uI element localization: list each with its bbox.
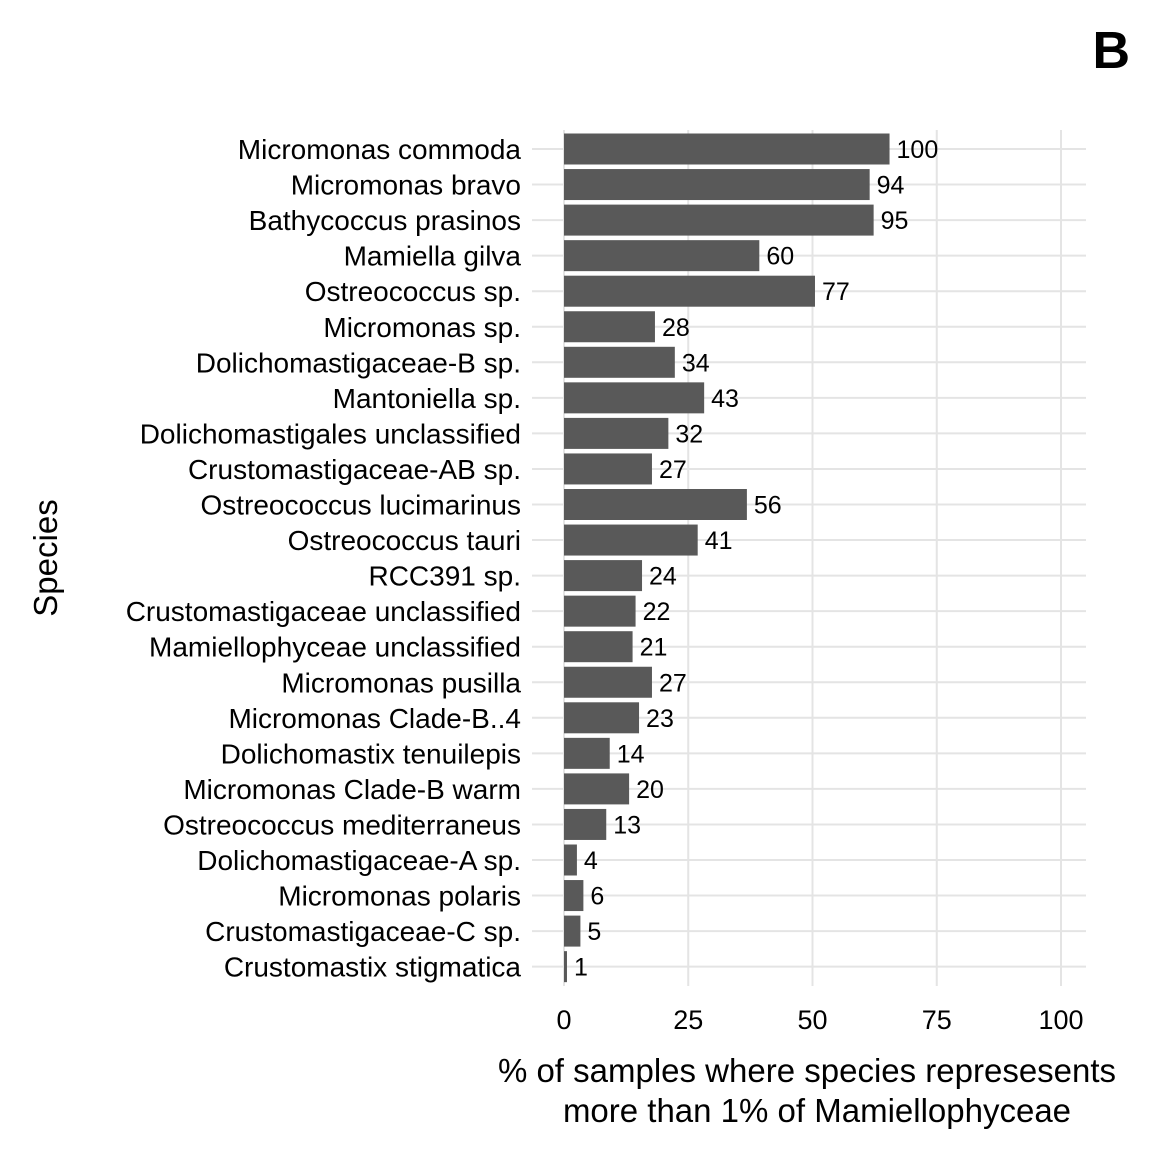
bar [564,631,633,663]
data-label: 56 [754,492,782,520]
bar [564,524,698,556]
bar [564,880,584,912]
y-axis-title: Species [27,499,64,616]
category-label: Ostreococcus lucimarinus [200,490,521,521]
data-label: 27 [659,456,687,484]
data-label: 43 [711,385,739,413]
data-label: 4 [584,847,598,875]
bar [564,417,669,449]
category-label: Crustomastigaceae-C sp. [205,916,521,947]
bar [564,453,652,485]
data-label: 28 [662,314,690,342]
category-labels: Micromonas commoda Micromonas bravo Bathyc… [126,134,522,983]
bar [564,560,643,592]
category-label: Mantoniella sp. [333,383,521,414]
x-tick-label: 100 [1038,1005,1083,1035]
bar [564,737,610,769]
data-label: 13 [613,811,641,839]
bar [564,311,655,343]
data-label: 23 [646,705,674,733]
category-label: Micromonas Clade-B..4 [228,703,521,734]
bar [564,844,577,876]
category-label: Micromonas bravo [291,170,521,201]
category-label: Micromonas pusilla [281,667,521,698]
category-label: Micromonas commoda [238,134,522,165]
bar [564,275,815,307]
x-tick-label: 75 [922,1005,952,1035]
x-tick-label: 0 [556,1005,571,1035]
category-label: Ostreococcus tauri [288,525,521,556]
bar [564,133,890,165]
bar [564,204,874,236]
bar [564,808,607,840]
bar [564,773,630,805]
data-label: 5 [587,918,601,946]
category-label: Dolichomastix tenuilepis [221,738,521,769]
x-tick-labels: 0 25 50 75 100 [556,1005,1083,1035]
category-label: Mamiellophyceae unclassified [149,632,521,663]
x-axis-title-line-2: more than 1% of Mamiellophyceae [563,1092,1071,1129]
bar [564,595,636,627]
data-label: 100 [897,136,939,164]
data-label: 94 [877,172,905,200]
category-label: Dolichomastigaceae-A sp. [197,845,521,876]
data-label: 1 [574,954,588,982]
data-label: 24 [649,563,677,591]
x-tick-label: 25 [673,1005,703,1035]
category-label: Micromonas Clade-B warm [183,774,521,805]
bar [564,666,652,698]
category-label: Crustomastigaceae unclassified [126,596,521,627]
data-label: 22 [643,598,671,626]
category-label: Ostreococcus sp. [305,276,521,307]
data-label: 34 [682,349,710,377]
category-label: Micromonas sp. [323,312,521,343]
data-label: 21 [640,634,668,662]
bars [564,133,890,983]
bar [564,346,675,378]
x-axis-title-line-1: % of samples where species represesents [498,1052,1116,1089]
x-tick-label: 50 [797,1005,827,1035]
category-label: Ostreococcus mediterraneus [163,809,521,840]
data-label: 95 [881,207,909,235]
data-label: 14 [617,740,645,768]
bar [564,382,705,414]
category-label: Bathycoccus prasinos [249,205,521,236]
data-label: 27 [659,669,687,697]
bar [564,951,567,983]
data-label: 6 [590,883,604,911]
data-labels: 1009495607728344332275641242221272314201… [574,136,938,982]
category-label: Micromonas polaris [278,881,521,912]
category-label: Crustomastigaceae-AB sp. [188,454,521,485]
bar [564,489,747,520]
category-label: Dolichomastigaceae-B sp. [196,347,521,378]
bar [564,915,581,947]
category-label: Mamiella gilva [344,241,522,272]
category-label: RCC391 sp. [368,561,521,592]
bar [564,240,760,272]
bar [564,169,870,201]
data-label: 77 [822,278,850,306]
data-label: 41 [705,527,733,555]
bar [564,702,640,734]
data-label: 32 [675,420,703,448]
data-label: 20 [636,776,664,804]
category-label: Crustomastix stigmatica [224,952,522,983]
data-label: 60 [766,243,794,271]
panel-tag: B [1092,22,1130,80]
category-label: Dolichomastigales unclassified [140,418,521,449]
